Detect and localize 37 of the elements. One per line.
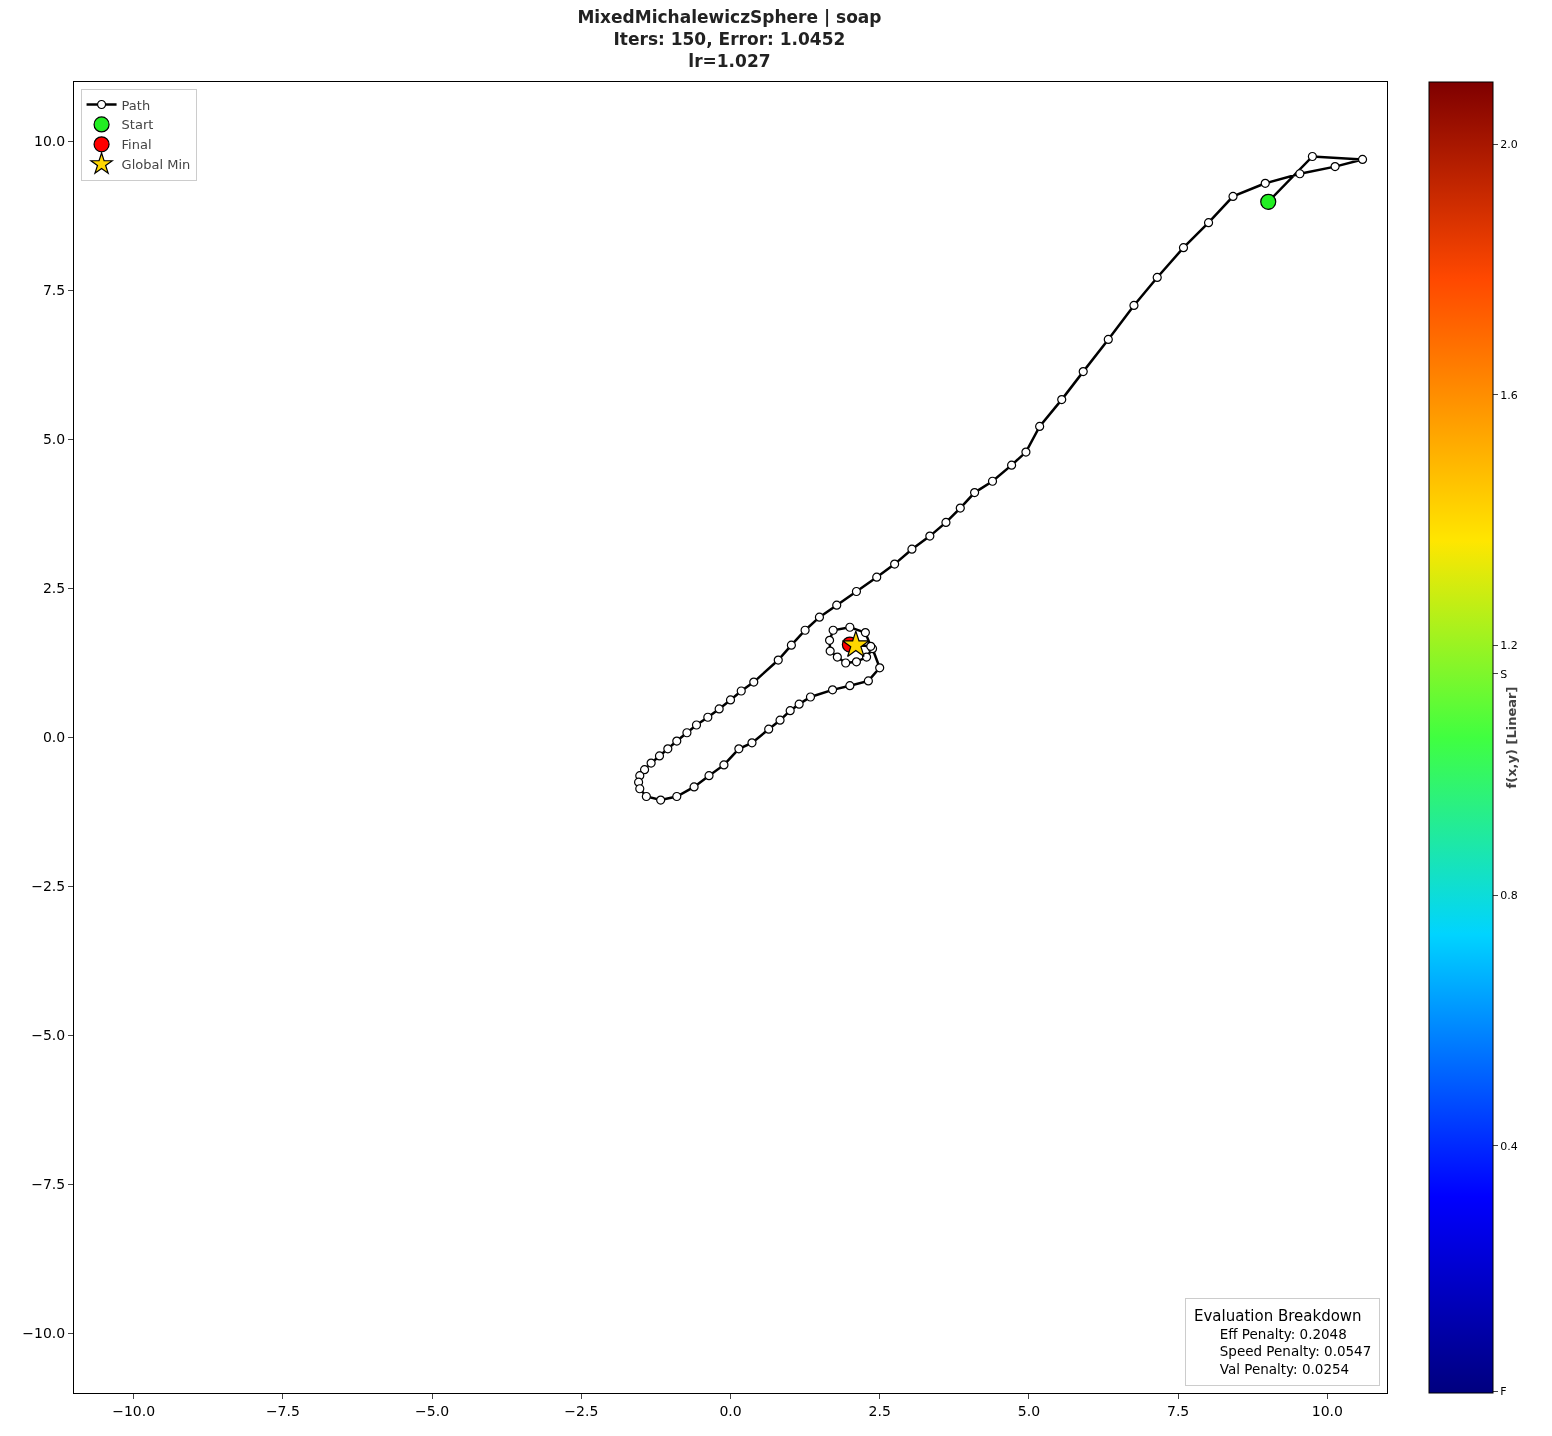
color-bar-label: 0.8 <box>1500 889 1518 903</box>
legend-label: Final <box>121 137 152 153</box>
x-tick-label: 2.5 <box>868 1402 891 1419</box>
x-tick-label: −5.0 <box>415 1402 450 1419</box>
annotation: Speed Penalty: 0.0547 <box>1194 1343 1372 1360</box>
y-tick-label: 7.5 <box>42 282 66 299</box>
y-tick-label: 5.0 <box>42 431 66 448</box>
y-tick-label: 10.0 <box>34 133 66 150</box>
annotation: Val Penalty: 0.0254 <box>1194 1360 1350 1377</box>
x-tick-label: 5.0 <box>1017 1402 1041 1419</box>
y-tick-label: −2.5 <box>31 878 66 895</box>
x-tick-label: −7.5 <box>265 1402 300 1419</box>
y-tick-label: −5.0 <box>31 1027 66 1044</box>
x-tick-label: 7.5 <box>1166 1402 1190 1419</box>
color-bar-label: 1.6 <box>1500 388 1518 402</box>
x-tick-label: −10.0 <box>112 1402 156 1419</box>
color-bar-label: 2.0 <box>1500 138 1518 152</box>
color-bar-label: S <box>1500 667 1508 681</box>
y-tick-label: 0.0 <box>42 729 66 746</box>
y-tick-label: −7.5 <box>31 1176 66 1193</box>
annotation: Evaluation Breakdown <box>1194 1307 1362 1325</box>
color-bar-label: 0.4 <box>1500 1139 1518 1153</box>
x-tick-label: 0.0 <box>719 1402 742 1419</box>
point <box>841 630 870 658</box>
y-tick-label: −10.0 <box>22 1325 66 1342</box>
y-tick-label: 2.5 <box>42 580 66 597</box>
point <box>1260 193 1277 210</box>
x-tick-label: −2.5 <box>564 1402 599 1419</box>
legend-label: Global Min <box>121 157 191 173</box>
annotation: Eff Penalty: 0.2048 <box>1194 1325 1347 1342</box>
legend-label: Path <box>121 97 151 113</box>
color-bar-title: f(x,y) [Linear] <box>1503 686 1519 789</box>
legend-label: Start <box>121 117 154 133</box>
color-bar-label: F <box>1500 1384 1507 1398</box>
x-tick-label: 10.0 <box>1311 1402 1343 1419</box>
chart-title: MixedMichalewiczSphere | soap Iters: 150, Error: 1.0452 lr=1.027 <box>577 6 882 72</box>
color-bar-label: 1.2 <box>1500 639 1518 653</box>
